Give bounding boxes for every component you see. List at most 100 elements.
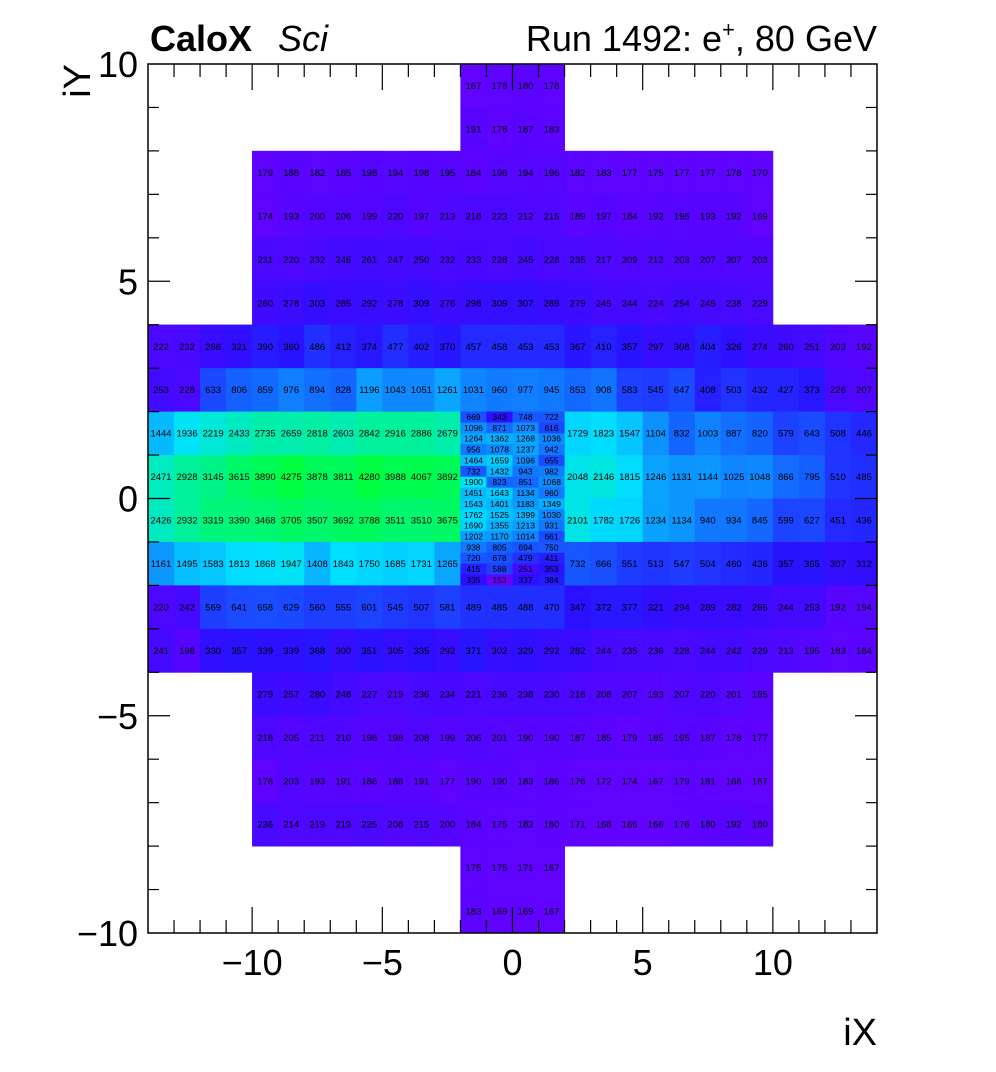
heatmap-cell	[564, 672, 592, 717]
heatmap-cell	[408, 324, 435, 369]
cell-value-label: 908	[596, 385, 612, 396]
heatmap-cell	[278, 455, 305, 499]
heatmap-cell	[486, 802, 513, 847]
heatmap-cell	[460, 487, 487, 499]
cell-value-label: 1813	[229, 559, 250, 570]
cell-value-label: 169	[518, 907, 534, 918]
cell-value-label: 192	[726, 211, 742, 222]
cell-value-label: 274	[752, 342, 768, 353]
cell-value-label: 312	[856, 559, 872, 570]
heatmap-cell	[434, 541, 461, 586]
cell-value-label: 218	[257, 733, 273, 744]
heatmap-cell	[460, 563, 487, 575]
heatmap-cell	[720, 237, 748, 282]
cell-value-label: 616	[544, 423, 558, 433]
cell-value-label: 190	[518, 733, 534, 744]
cell-value-label: 228	[179, 385, 195, 396]
cell-value-label: 2603	[333, 429, 354, 440]
cell-value-label: 347	[570, 602, 586, 613]
heatmap-cell	[694, 672, 722, 717]
cell-value-label: 4275	[281, 472, 302, 483]
cell-value-label: 321	[648, 602, 664, 613]
heatmap-cell	[356, 715, 383, 760]
cell-value-label: 1643	[490, 488, 509, 498]
cell-value-label: 191	[413, 776, 429, 787]
cell-value-label: 934	[726, 516, 742, 527]
heatmap-cell	[304, 498, 331, 543]
cell-value-label: 2219	[203, 429, 224, 440]
cell-value-label: 207	[726, 255, 742, 266]
cell-value-label: 228	[674, 646, 690, 657]
cell-value-label: 196	[492, 168, 508, 179]
cell-value-label: 982	[544, 466, 558, 476]
cell-value-label: 510	[830, 472, 846, 483]
cell-value-label: 203	[752, 255, 768, 266]
heatmap-cell	[486, 150, 513, 195]
heatmap-cell	[668, 628, 696, 673]
cell-value-label: 805	[492, 542, 506, 552]
cell-value-label: 300	[335, 646, 351, 657]
cell-value-label: 192	[648, 211, 664, 222]
cell-value-label: 166	[648, 820, 664, 831]
heatmap-cell	[278, 802, 305, 847]
heatmap-cell	[434, 368, 461, 412]
cell-value-label: 2433	[229, 429, 250, 440]
heatmap-cell	[538, 715, 565, 760]
cell-value-label: 1731	[411, 559, 432, 570]
heatmap-cell	[746, 498, 774, 543]
heatmap-cell	[382, 411, 409, 456]
heatmap-cell	[564, 194, 592, 239]
cell-value-label: 309	[492, 298, 508, 309]
cell-value-label: 184	[466, 168, 482, 179]
heatmap-cell	[616, 368, 644, 412]
heatmap-cell	[304, 455, 331, 499]
heatmap-cell	[850, 498, 878, 543]
cell-value-label: 207	[622, 689, 638, 700]
heatmap-cell	[278, 628, 305, 673]
cell-value-label: 353	[544, 564, 558, 574]
cell-value-label: 184	[856, 646, 872, 657]
cell-value-label: 198	[179, 646, 195, 657]
cell-value-label: 292	[439, 646, 455, 657]
cell-value-label: 251	[518, 564, 532, 574]
heatmap-cell	[772, 411, 800, 456]
heatmap-cell	[564, 498, 592, 543]
heatmap-cell	[694, 281, 722, 326]
heatmap-cell	[434, 802, 461, 847]
cell-value-label: 218	[466, 211, 482, 222]
cell-value-label: 335	[413, 646, 429, 657]
cell-value-label: 1237	[516, 445, 535, 455]
heatmap-cell	[772, 324, 800, 369]
heatmap-cell	[460, 531, 487, 543]
heatmap-cell	[434, 759, 461, 804]
heatmap-cell	[512, 672, 539, 717]
cell-value-label: 1823	[593, 429, 614, 440]
heatmap-cell	[486, 531, 513, 543]
cell-value-label: 1401	[490, 499, 509, 509]
cell-value-label: 1349	[542, 499, 561, 509]
heatmap-cell	[330, 672, 357, 717]
heatmap-cell	[616, 281, 644, 326]
cell-value-label: 234	[439, 689, 455, 700]
cell-value-label: 187	[518, 125, 534, 136]
cell-value-label: 200	[309, 211, 325, 222]
cell-value-label: 368	[309, 646, 325, 657]
heatmap-cell	[668, 585, 696, 630]
heatmap-cell	[720, 585, 748, 630]
cell-value-label: 212	[518, 211, 534, 222]
heatmap-cell	[798, 585, 826, 630]
heatmap-cell	[642, 541, 670, 586]
cell-value-label: 280	[309, 689, 325, 700]
heatmap-cell	[460, 552, 487, 565]
heatmap-cell	[798, 368, 826, 412]
heatmap-cell	[252, 585, 279, 630]
x-tick-label: −10	[222, 942, 283, 983]
cell-value-label: 458	[492, 342, 508, 353]
cell-value-label: 832	[674, 429, 690, 440]
heatmap-cell	[538, 531, 565, 543]
heatmap-cell	[382, 281, 409, 326]
cell-value-label: 199	[439, 733, 455, 744]
heatmap-cell	[746, 194, 774, 239]
heatmap-cell	[200, 498, 227, 543]
